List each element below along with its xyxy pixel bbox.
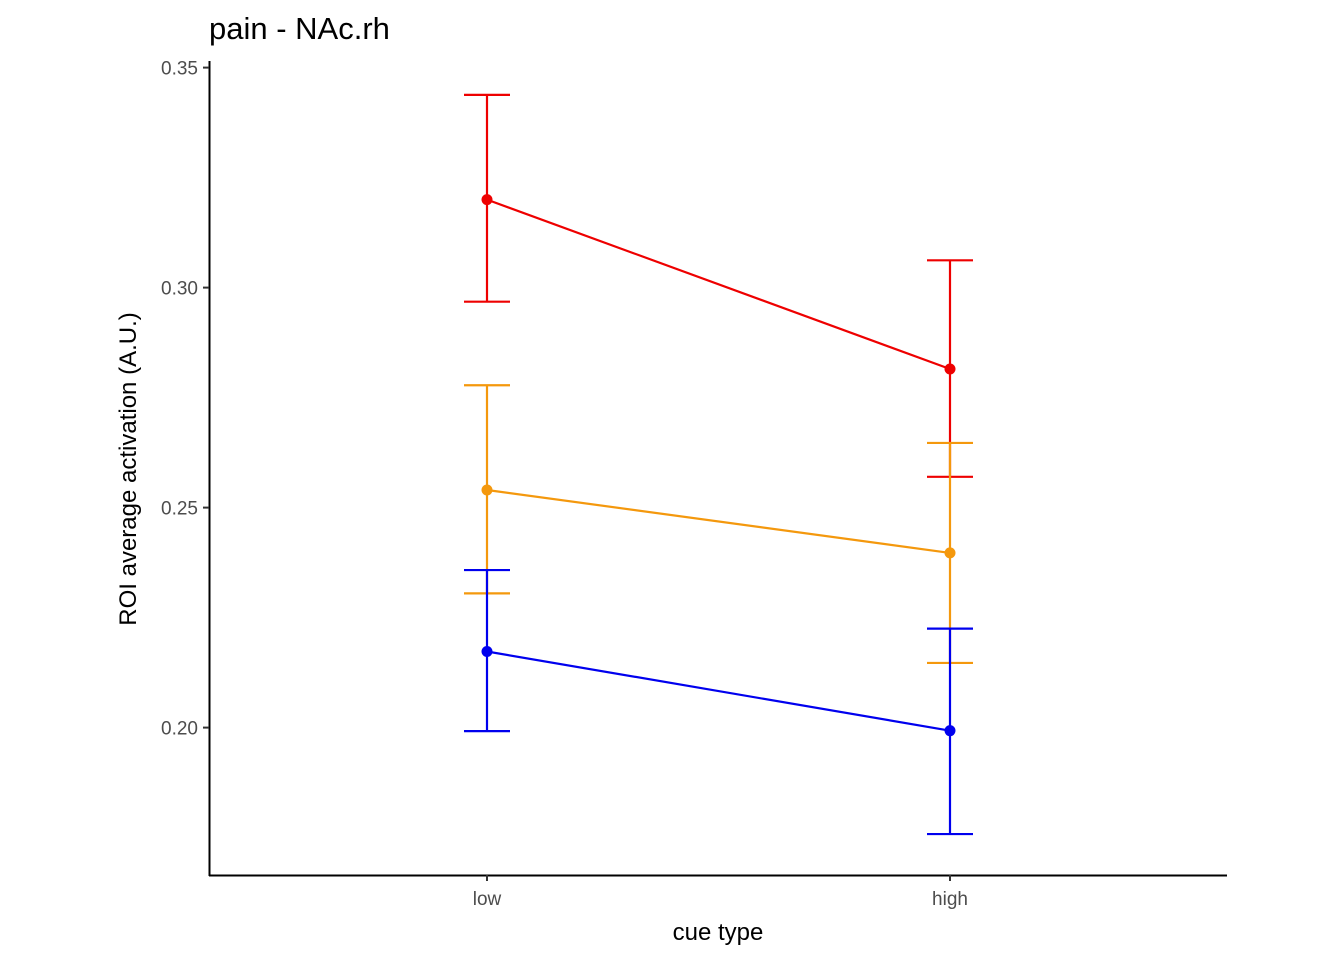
x-tick-label: high [932,889,968,910]
x-axis-ticks: low high [473,875,968,910]
data-point [481,484,493,496]
y-axis-title: ROI average activation (A.U.) [115,312,142,625]
plot-area [464,93,973,836]
series-3 [464,568,973,836]
y-tick-label: 0.25 [161,499,198,520]
x-tick-label: low [473,889,502,910]
data-point [944,363,956,375]
data-point [944,547,956,559]
series-line [486,650,951,732]
series-line [486,198,951,371]
data-point [481,645,493,657]
series-2 [464,384,973,665]
data-point [481,194,493,206]
data-point [944,725,956,737]
series-1 [464,93,973,478]
x-axis-title: cue type [673,919,764,946]
y-tick-label: 0.30 [161,279,198,300]
y-tick-label: 0.35 [161,59,198,80]
y-axis-ticks: 0.20 0.25 0.30 0.35 [161,59,209,740]
y-tick-label: 0.20 [161,719,198,740]
series-line [486,488,951,555]
plot-title: pain - NAc.rh [209,11,390,46]
